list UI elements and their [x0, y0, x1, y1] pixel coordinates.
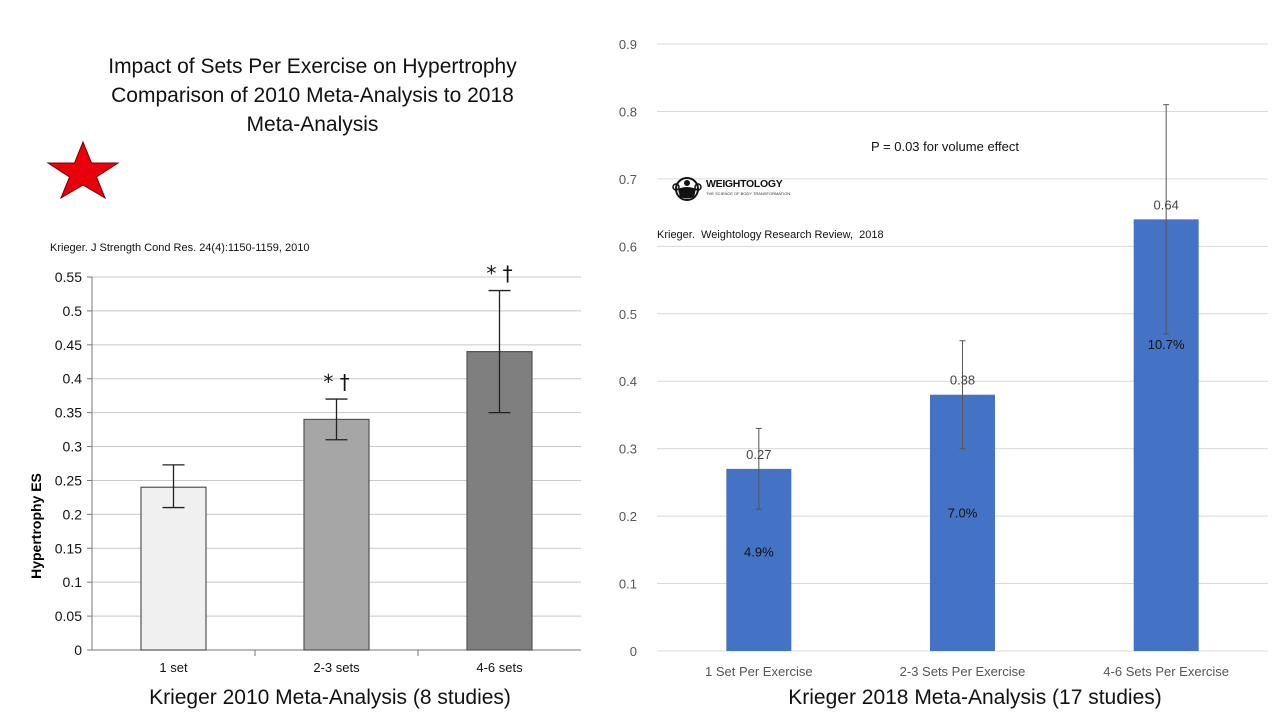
right-y-tick-label: 0.6 — [619, 239, 637, 254]
left-x-tick-label: 4-6 sets — [476, 660, 523, 675]
left-chart-y-ticks: 0 0.05 0.1 0.15 0.2 0.25 0.3 0.35 0.4 0.45 0.5 0.55 — [55, 269, 82, 658]
title-line-1: Impact of Sets Per Exercise on Hypertrop… — [108, 55, 517, 78]
left-chart: 0 0.05 0.1 0.15 0.2 0.25 0.3 0.35 0.4 0.45 0.5 0.55… — [28, 262, 581, 675]
left-y-tick-label: 0.2 — [63, 506, 83, 522]
right-x-tick-label: 2-3 Sets Per Exercise — [900, 664, 1026, 679]
left-chart-caption: Krieger 2010 Meta-Analysis (8 studies) — [149, 686, 511, 709]
right-value-label: 0.64 — [1154, 197, 1179, 212]
left-bar-2-3-sets — [303, 418, 370, 651]
left-y-tick-label: 0.35 — [55, 405, 82, 421]
right-y-tick-label: 0.5 — [619, 307, 637, 322]
right-y-tick-label: 0.9 — [619, 37, 637, 52]
right-chart-x-ticks: 1 Set Per Exercise 2-3 Sets Per Exercise 4… — [705, 664, 1229, 679]
logo-text: WEIGHTOLOGY — [706, 178, 783, 190]
right-chart-y-ticks: 0 0.1 0.2 0.3 0.4 0.5 0.6 0.7 0.8 0.9 — [619, 37, 637, 659]
left-chart-significance: * † * † — [323, 262, 512, 394]
left-y-tick-label: 0.5 — [63, 303, 83, 319]
left-chart-citation: Krieger. J Strength Cond Res. 24(4):1150… — [50, 242, 310, 254]
right-y-tick-label: 0.7 — [619, 172, 637, 187]
right-y-tick-label: 0.1 — [619, 577, 637, 592]
left-chart-y-axis-label: Hypertrophy ES — [28, 473, 44, 579]
left-y-tick-label: 0.05 — [55, 608, 82, 624]
weightology-logo-icon — [672, 177, 702, 201]
left-y-tick-label: 0.25 — [55, 472, 82, 488]
left-y-tick-label: 0.55 — [55, 269, 82, 285]
left-chart-x-ticks: 1 set 2-3 sets 4-6 sets — [159, 660, 523, 675]
red-star-icon — [46, 140, 120, 200]
right-y-tick-label: 0.2 — [619, 509, 637, 524]
right-percent-label: 4.9% — [744, 544, 774, 559]
left-significance-marker: * † — [323, 370, 349, 394]
right-value-label: 0.27 — [746, 447, 771, 462]
left-y-tick-label: 0.45 — [55, 337, 82, 353]
right-chart: 0 0.1 0.2 0.3 0.4 0.5 0.6 0.7 0.8 0.9 0.27 4.9% 0.3… — [619, 37, 1268, 679]
left-x-tick-label: 2-3 sets — [313, 660, 360, 675]
left-y-tick-label: 0.3 — [63, 439, 83, 455]
left-y-tick-label: 0 — [74, 642, 82, 658]
left-y-tick-label: 0.4 — [63, 371, 83, 387]
left-y-tick-label: 0.1 — [63, 574, 83, 590]
title-line-2: Comparison of 2010 Meta-Analysis to 2018 — [111, 84, 514, 107]
left-chart-bars — [140, 350, 533, 651]
right-y-tick-label: 0.8 — [619, 104, 637, 119]
slide-title: Impact of Sets Per Exercise on Hypertrop… — [60, 52, 565, 139]
right-x-tick-label: 4-6 Sets Per Exercise — [1103, 664, 1229, 679]
logo-subtext: THE SCIENCE OF BODY TRANSFORMATION — [706, 191, 791, 196]
right-chart-citation: Krieger. Weightology Research Review, 20… — [657, 229, 884, 241]
left-x-tick-label: 1 set — [159, 660, 188, 675]
left-chart-error-bars — [162, 289, 511, 509]
right-chart-error-bars — [755, 104, 1170, 510]
left-bar-1-set — [140, 486, 207, 651]
title-line-3: Meta-Analysis — [246, 113, 379, 136]
left-y-tick-label: 0.15 — [55, 540, 82, 556]
right-y-tick-label: 0 — [630, 644, 637, 659]
right-percent-label: 7.0% — [948, 506, 978, 521]
right-chart-caption: Krieger 2018 Meta-Analysis (17 studies) — [788, 686, 1162, 709]
right-y-tick-label: 0.4 — [619, 374, 637, 389]
right-value-label: 0.38 — [950, 373, 975, 388]
right-percent-label: 10.7% — [1148, 337, 1185, 352]
right-chart-note: P = 0.03 for volume effect — [871, 139, 1019, 154]
right-x-tick-label: 1 Set Per Exercise — [705, 664, 813, 679]
right-chart-data-labels: 0.27 4.9% 0.38 7.0% 0.64 10.7% — [744, 197, 1185, 559]
right-y-tick-label: 0.3 — [619, 442, 637, 457]
left-significance-marker: * † — [486, 262, 512, 286]
